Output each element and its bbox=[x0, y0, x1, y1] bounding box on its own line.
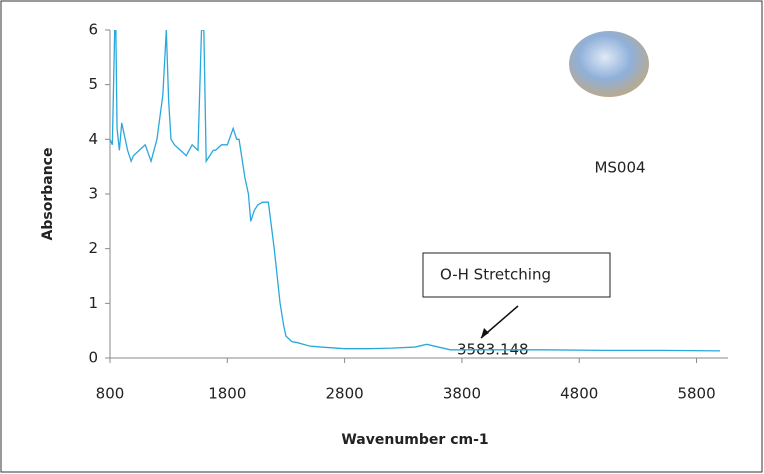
y-axis-title: Absorbance bbox=[40, 148, 56, 241]
annotation-text: O-H Stretching bbox=[440, 266, 551, 284]
arrow-head bbox=[481, 328, 489, 338]
sample-label: MS004 bbox=[594, 159, 645, 177]
y-tick-label: 2 bbox=[88, 239, 98, 257]
x-axis-title: Wavenumber cm-1 bbox=[341, 432, 488, 448]
y-tick-label: 6 bbox=[88, 21, 98, 39]
x-tick-label: 1800 bbox=[208, 385, 246, 403]
x-tick-label: 4800 bbox=[560, 385, 598, 403]
gem-image bbox=[569, 31, 649, 97]
y-tick-label: 5 bbox=[88, 75, 98, 93]
x-tick-label: 800 bbox=[96, 385, 125, 403]
y-tick-label: 1 bbox=[88, 294, 98, 312]
spectrum-line bbox=[110, 30, 721, 352]
y-tick-label: 3 bbox=[88, 185, 98, 203]
annotation-box bbox=[422, 252, 611, 298]
x-tick-label: 5800 bbox=[677, 385, 715, 403]
y-tick-label: 0 bbox=[88, 349, 98, 367]
x-tick-label: 2800 bbox=[326, 385, 364, 403]
x-tick-label: 3800 bbox=[443, 385, 481, 403]
y-tick-label: 4 bbox=[88, 130, 98, 148]
